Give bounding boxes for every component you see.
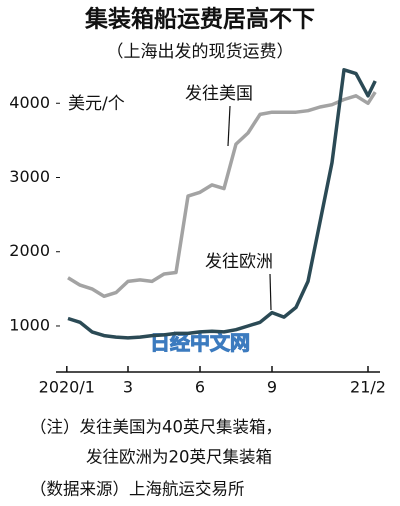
series-line bbox=[67, 68, 377, 340]
note: 发往欧洲为20英尺集装箱 bbox=[86, 448, 272, 467]
y-tick-label: 2000 bbox=[9, 241, 50, 260]
chart-title: 集装箱船运费居高不下 bbox=[84, 6, 315, 33]
note: （数据来源）上海航运交易所 bbox=[30, 480, 245, 499]
annotation: 发往欧洲 bbox=[205, 252, 273, 272]
y-tick-label: 1000 bbox=[9, 315, 50, 334]
x-tick-label: 2020/1 bbox=[39, 378, 95, 397]
leader-line bbox=[269, 273, 272, 311]
y-tick-label: 4000 bbox=[9, 93, 50, 112]
y-axis-label: 美元/个 bbox=[68, 94, 125, 114]
x-tick-label: 9 bbox=[267, 378, 277, 397]
chart-subtitle: （上海出发的现货运费） bbox=[107, 42, 294, 62]
x-tick-label: 6 bbox=[195, 378, 205, 397]
x-tick-label: 3 bbox=[123, 378, 133, 397]
y-tick-label: 3000 bbox=[9, 167, 50, 186]
series-line bbox=[67, 91, 377, 299]
annotation: 发往美国 bbox=[185, 84, 253, 104]
leader-line bbox=[227, 105, 231, 147]
x-tick-label: 21/2 bbox=[350, 378, 386, 397]
note: （注）发往美国为40英尺集装箱， bbox=[30, 418, 282, 437]
